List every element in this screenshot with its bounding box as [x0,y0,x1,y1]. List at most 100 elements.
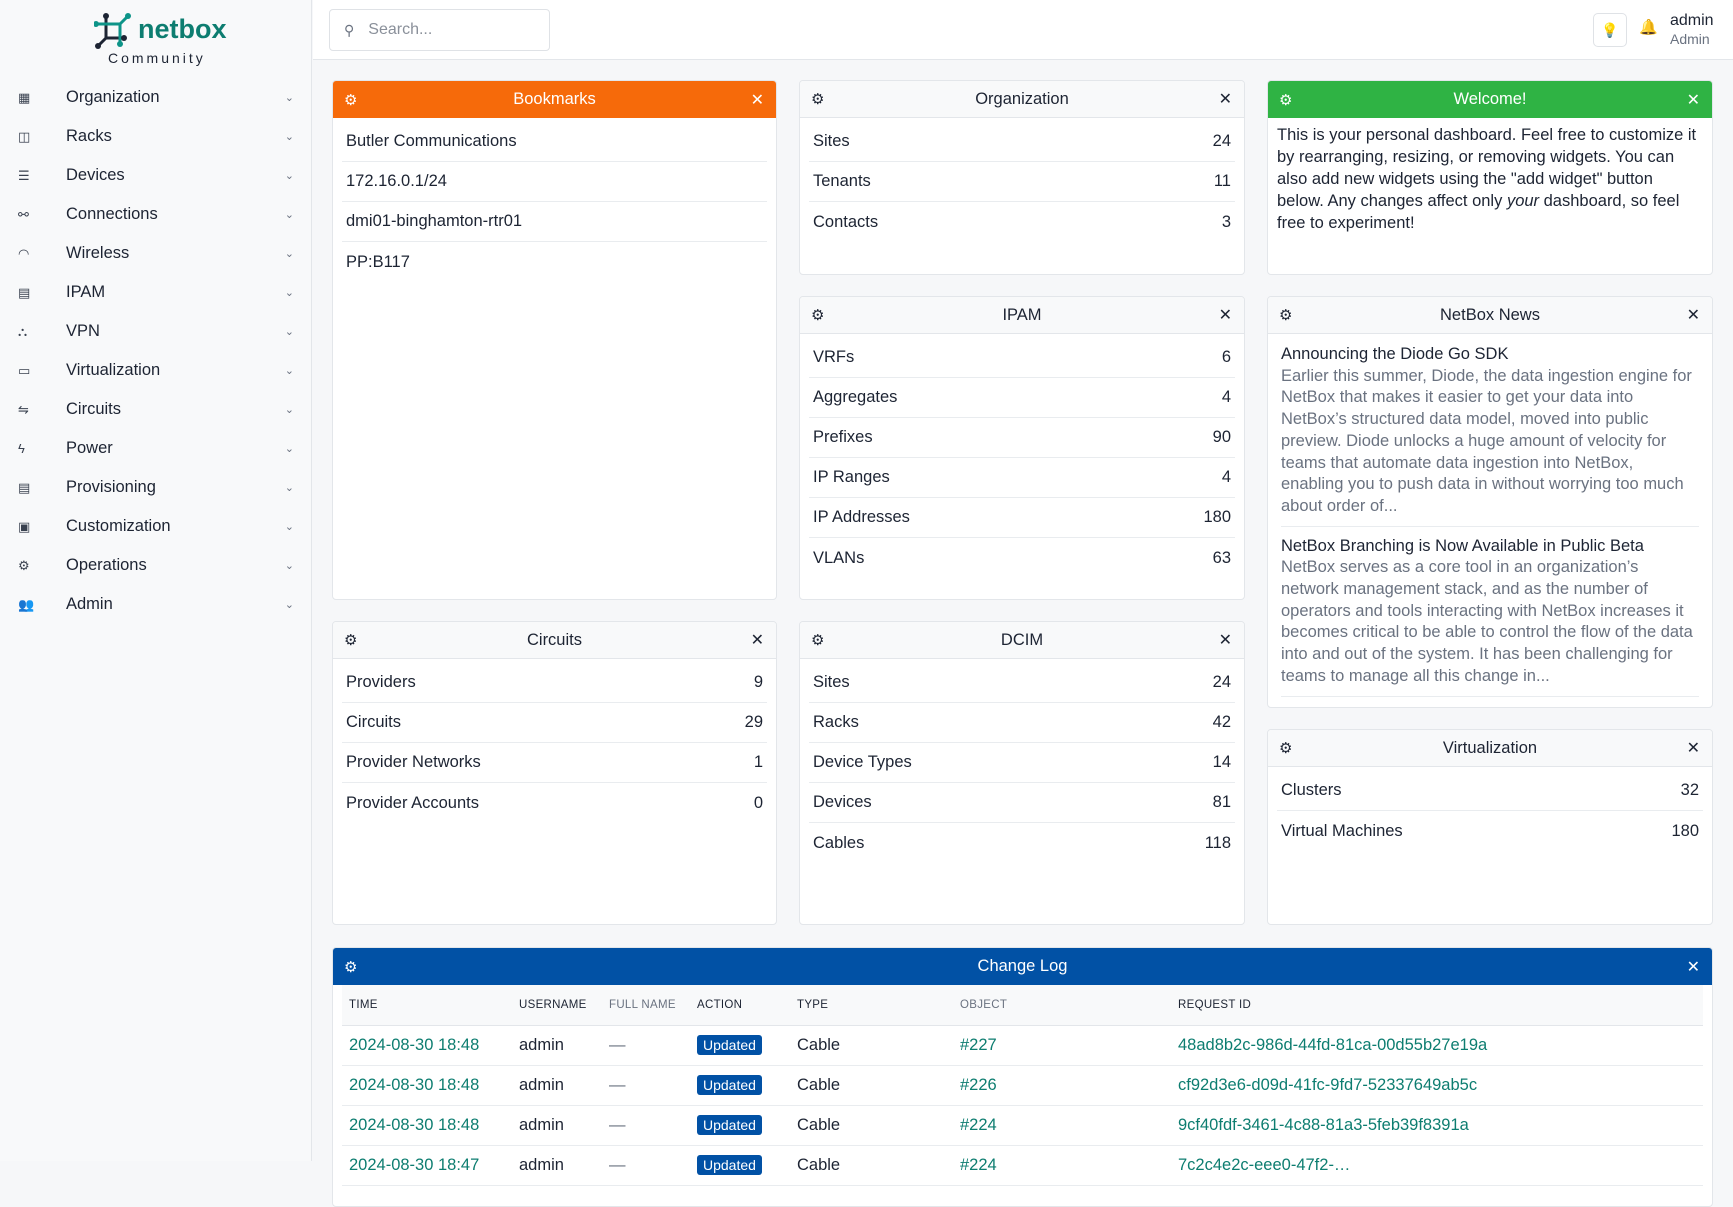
news-title[interactable]: NetBox Branching is Now Available in Pub… [1281,536,1644,555]
gear-icon[interactable]: ⚙ [811,91,825,108]
close-icon[interactable]: ✕ [1218,91,1232,108]
widget-header[interactable]: ⚙ Welcome! ✕ [1268,81,1712,118]
search-box[interactable]: ⚲ [329,9,550,51]
stat-label[interactable]: Aggregates [813,388,898,406]
sidebar-item-organization[interactable]: ▦ Organization ⌄ [0,78,312,117]
stat-label[interactable]: Circuits [346,713,402,731]
request-id-value[interactable]: 48ad8b2c-986d-44fd-81ca-00d55b27e19a [1178,1035,1488,1054]
stat-row[interactable]: Device Types 14 [809,743,1235,783]
stat-label[interactable]: Virtual Machines [1281,821,1403,840]
sidebar-item-devices[interactable]: ☰ Devices ⌄ [0,156,312,195]
close-icon[interactable]: ✕ [750,632,764,649]
gear-icon[interactable]: ⚙ [344,958,358,976]
widget-header[interactable]: ⚙ Virtualization ✕ [1268,730,1712,767]
close-icon[interactable]: ✕ [750,91,764,109]
stat-row[interactable]: Virtual Machines 180 [1277,811,1703,851]
stat-label[interactable]: Tenants [813,172,871,190]
sidebar-item-connections[interactable]: ⚯ Connections ⌄ [0,195,312,234]
stat-row[interactable]: VRFs 6 [809,338,1235,378]
stat-label[interactable]: Provider Networks [346,753,481,771]
sidebar-item-admin[interactable]: 👥 Admin ⌄ [0,585,312,624]
close-icon[interactable]: ✕ [1686,958,1700,976]
stat-label[interactable]: Device Types [813,753,912,771]
stat-label[interactable]: Providers [346,673,416,691]
column-header-request-id[interactable]: REQUEST ID [1171,985,1703,1026]
widget-header[interactable]: ⚙ Organization ✕ [800,81,1244,118]
widget-header[interactable]: ⚙ DCIM ✕ [800,622,1244,659]
request-id-value[interactable]: 7c2c4e2c-eee0-47f2-… [1178,1155,1351,1174]
gear-icon[interactable]: ⚙ [1279,740,1293,757]
stat-row[interactable]: Providers 9 [342,663,767,703]
bookmark-link[interactable]: Butler Communications [346,132,517,150]
request-id-value[interactable]: cf92d3e6-d09d-41fc-9fd7-52337649ab5c [1178,1075,1478,1094]
gear-icon[interactable]: ⚙ [811,632,825,649]
stat-label[interactable]: Clusters [1281,781,1342,799]
news-item[interactable]: NetBox Branching is Now Available in Pub… [1281,536,1699,697]
bookmark-item[interactable]: PP:B117 [342,242,767,282]
stat-label[interactable]: Cables [813,833,865,852]
sidebar-item-wireless[interactable]: ◠ Wireless ⌄ [0,234,312,273]
widget-header[interactable]: ⚙ Circuits ✕ [333,622,776,659]
stat-row[interactable]: Circuits 29 [342,703,767,743]
bookmark-item[interactable]: dmi01-binghamton-rtr01 [342,202,767,242]
sidebar-item-virtualization[interactable]: ▭ Virtualization ⌄ [0,351,312,390]
theme-toggle-button[interactable]: 💡 [1593,13,1627,47]
close-icon[interactable]: ✕ [1686,307,1700,324]
gear-icon[interactable]: ⚙ [1279,307,1293,324]
sidebar-item-provisioning[interactable]: ▤ Provisioning ⌄ [0,468,312,507]
stat-label[interactable]: Contacts [813,212,879,231]
column-header-type[interactable]: TYPE [790,985,953,1026]
stat-row[interactable]: Cables 118 [809,823,1235,863]
column-header-full-name[interactable]: FULL NAME [602,985,690,1026]
search-input[interactable] [368,21,519,39]
stat-row[interactable]: Tenants 11 [809,162,1235,202]
gear-icon[interactable]: ⚙ [344,91,358,109]
stat-label[interactable]: IP Addresses [813,508,910,526]
bookmark-link[interactable]: 172.16.0.1/24 [346,172,447,190]
time-value[interactable]: 2024-08-30 18:48 [349,1075,480,1094]
widget-header[interactable]: ⚙ IPAM ✕ [800,297,1244,334]
sidebar-item-customization[interactable]: ▣ Customization ⌄ [0,507,312,546]
netbox-logo[interactable]: netbox Community [92,12,232,68]
stat-label[interactable]: Devices [813,793,872,811]
sidebar-item-racks[interactable]: ◫ Racks ⌄ [0,117,312,156]
stat-label[interactable]: Sites [813,673,850,691]
stat-row[interactable]: Sites 24 [809,663,1235,703]
stat-row[interactable]: IP Addresses 180 [809,498,1235,538]
news-title[interactable]: Announcing the Diode Go SDK [1281,345,1509,363]
stat-label[interactable]: Racks [813,713,859,731]
stat-row[interactable]: VLANs 63 [809,538,1235,578]
stat-label[interactable]: Prefixes [813,428,873,446]
sidebar-item-circuits[interactable]: ⇋ Circuits ⌄ [0,390,312,429]
close-icon[interactable]: ✕ [1686,91,1700,109]
time-value[interactable]: 2024-08-30 18:48 [349,1115,480,1134]
sidebar-item-power[interactable]: ϟ Power ⌄ [0,429,312,468]
widget-header[interactable]: ⚙ NetBox News ✕ [1268,297,1712,334]
gear-icon[interactable]: ⚙ [811,307,825,324]
sidebar-item-vpn[interactable]: ⛬ VPN ⌄ [0,312,312,351]
stat-label[interactable]: VLANs [813,548,865,567]
stat-row[interactable]: Prefixes 90 [809,418,1235,458]
widget-header[interactable]: ⚙ Bookmarks ✕ [333,81,776,118]
sidebar-item-operations[interactable]: ⚙ Operations ⌄ [0,546,312,585]
object-value[interactable]: #226 [960,1075,997,1094]
stat-row[interactable]: IP Ranges 4 [809,458,1235,498]
stat-row[interactable]: Provider Networks 1 [342,743,767,783]
stat-row[interactable]: Aggregates 4 [809,378,1235,418]
stat-label[interactable]: Sites [813,132,850,150]
column-header-object[interactable]: OBJECT [953,985,1171,1026]
widget-header[interactable]: ⚙ Change Log ✕ [333,948,1712,985]
user-menu[interactable]: admin Admin [1670,12,1714,48]
stat-label[interactable]: VRFs [813,348,855,366]
bookmark-item[interactable]: 172.16.0.1/24 [342,162,767,202]
close-icon[interactable]: ✕ [1218,307,1232,324]
bookmark-link[interactable]: PP:B117 [346,252,410,271]
stat-row[interactable]: Racks 42 [809,703,1235,743]
column-header-time[interactable]: TIME [342,985,512,1026]
column-header-username[interactable]: USERNAME [512,985,602,1026]
news-item[interactable]: A New Look For NetBox and NetBox Labs [1281,706,1699,708]
gear-icon[interactable]: ⚙ [344,632,358,649]
time-value[interactable]: 2024-08-30 18:48 [349,1035,480,1054]
column-header-action[interactable]: ACTION [690,985,790,1026]
stat-label[interactable]: Provider Accounts [346,793,479,812]
